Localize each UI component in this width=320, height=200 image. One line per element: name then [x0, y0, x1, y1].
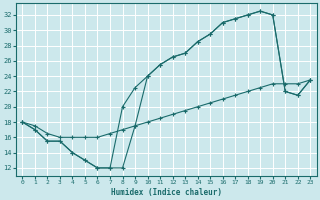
X-axis label: Humidex (Indice chaleur): Humidex (Indice chaleur)	[111, 188, 222, 197]
